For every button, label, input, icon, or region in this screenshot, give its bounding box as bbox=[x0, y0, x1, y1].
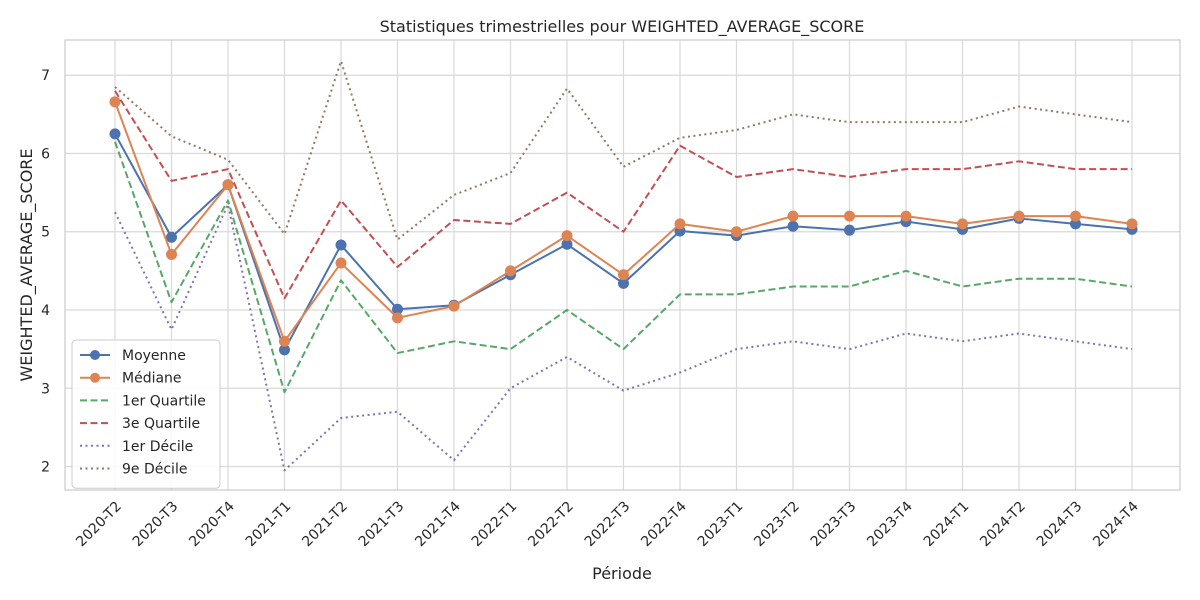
series-line bbox=[114, 90, 1132, 300]
data-point bbox=[561, 230, 573, 242]
data-point bbox=[335, 257, 347, 269]
data-point bbox=[1070, 210, 1081, 222]
y-axis-title: WEIGHTED_AVERAGE_SCORE bbox=[17, 148, 37, 381]
series-3 bbox=[114, 141, 1133, 394]
data-point bbox=[674, 218, 686, 230]
legend-label: 9e Décile bbox=[122, 462, 187, 478]
data-point bbox=[957, 218, 968, 230]
grid-lines bbox=[65, 40, 1180, 490]
y-tick-label: 5 bbox=[41, 225, 50, 241]
data-point bbox=[731, 226, 742, 238]
legend-label: Médiane bbox=[122, 371, 182, 387]
data-point bbox=[844, 210, 855, 222]
data-point bbox=[222, 179, 234, 191]
data-point bbox=[1126, 218, 1138, 230]
data-point bbox=[166, 248, 177, 260]
data-point bbox=[505, 265, 516, 277]
plot-frame bbox=[64, 39, 1181, 491]
legend-marker bbox=[90, 372, 100, 383]
data-point bbox=[279, 335, 290, 347]
series-4 bbox=[114, 90, 1132, 300]
legend-label: 1er Décile bbox=[122, 439, 193, 455]
data-point bbox=[448, 300, 460, 312]
data-point bbox=[392, 312, 403, 324]
legend-label: 3e Quartile bbox=[122, 416, 200, 432]
data-point bbox=[1013, 210, 1025, 222]
y-tick-label: 4 bbox=[41, 303, 50, 319]
data-point bbox=[335, 239, 347, 251]
legend-label: Moyenne bbox=[122, 348, 186, 364]
data-point bbox=[166, 231, 177, 243]
y-tick-label: 3 bbox=[41, 381, 50, 397]
data-point bbox=[787, 220, 799, 232]
chart-title: Statistiques trimestrielles pour WEIGHTE… bbox=[380, 17, 865, 37]
series-5 bbox=[114, 203, 1133, 472]
data-point bbox=[787, 210, 799, 222]
legend-marker bbox=[90, 350, 100, 360]
x-axis-title: Période bbox=[592, 564, 652, 583]
data-point bbox=[109, 128, 121, 140]
series-line bbox=[114, 141, 1133, 394]
data-point bbox=[900, 210, 912, 222]
data-point bbox=[844, 224, 855, 236]
legend: Moyenne Médiane 1er Quartile 3e Quartile 1er… bbox=[71, 339, 221, 489]
series-2 bbox=[109, 96, 1138, 347]
data-point bbox=[618, 269, 629, 281]
series-layer bbox=[109, 60, 1138, 472]
y-tick-label: 2 bbox=[41, 460, 50, 476]
y-tick-label: 7 bbox=[41, 68, 50, 84]
legend-label: 1er Quartile bbox=[122, 393, 206, 409]
y-tick-label: 6 bbox=[41, 146, 50, 162]
series-line bbox=[114, 203, 1133, 472]
y-axis-ticks: 2 3 4 5 6 7 bbox=[41, 68, 50, 475]
data-point bbox=[109, 96, 121, 108]
